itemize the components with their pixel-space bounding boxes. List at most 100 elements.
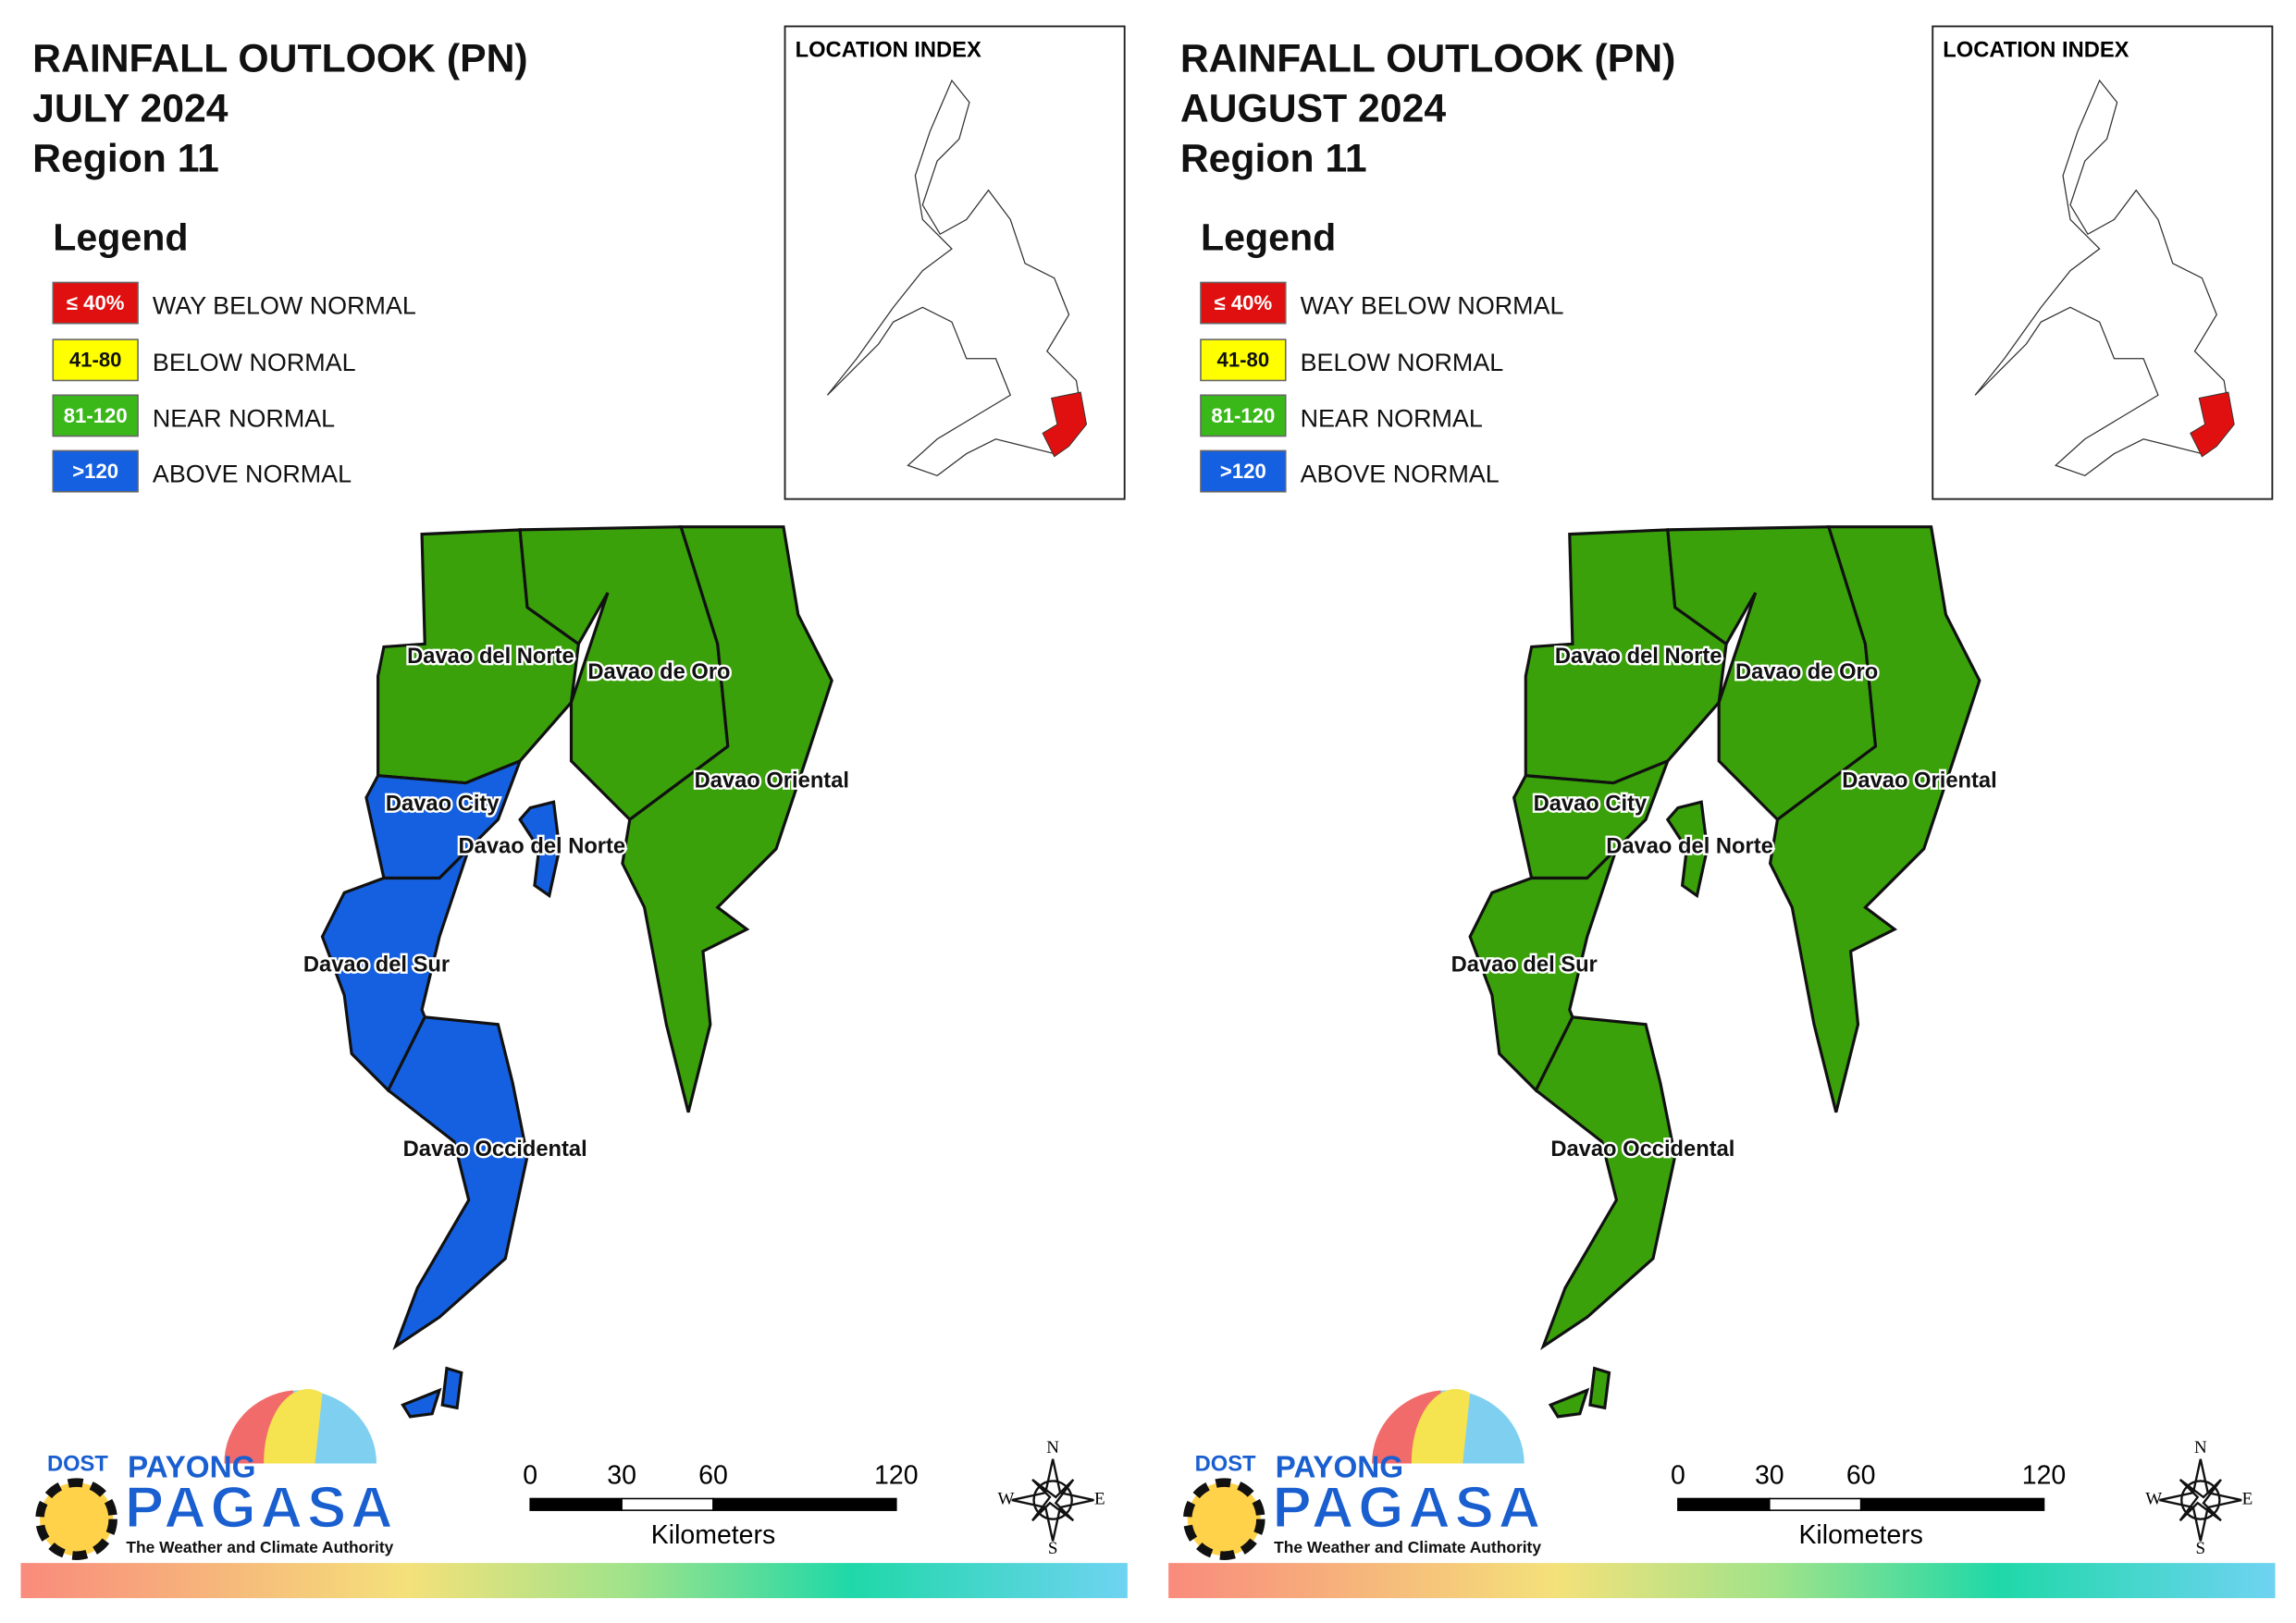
panel: RAINFALL OUTLOOK (PN) AUGUST 2024 Region 1… (1168, 25, 2276, 1599)
region (1768, 525, 1981, 1113)
compass-rose (1011, 1458, 1094, 1542)
region-label: Davao de Oro (587, 660, 730, 684)
legend-label: BELOW NORMAL (153, 349, 356, 376)
legend-key: 81-120 (1211, 404, 1275, 427)
scale-segment (529, 1497, 623, 1511)
title-line: RAINFALL OUTLOOK (PN) (32, 37, 528, 81)
scale-tick-label: 60 (698, 1460, 728, 1490)
region-label: Davao del Sur (1451, 953, 1598, 977)
logo-seal (1182, 1478, 1265, 1560)
scale-tick-label: 120 (2022, 1460, 2067, 1490)
legend-swatch (1200, 394, 1287, 437)
region-label: Davao del Norte (1555, 645, 1722, 669)
footer-band (20, 1563, 1128, 1599)
inset-title: LOCATION INDEX (796, 39, 981, 63)
legend-key: 41-80 (1217, 349, 1270, 372)
legend-key: ≤ 40% (1215, 291, 1273, 314)
scale-tick-label: 0 (523, 1460, 537, 1490)
legend-key: 41-80 (69, 349, 122, 372)
title-line: AUGUST 2024 (1180, 87, 1447, 131)
scale-tick-label: 30 (607, 1460, 636, 1490)
logo-umbrella-mid (1411, 1389, 1471, 1464)
compass-letter: E (1094, 1489, 1105, 1508)
region (1665, 800, 1710, 899)
title-line: RAINFALL OUTLOOK (PN) (1180, 37, 1676, 81)
scale-unit: Kilometers (651, 1520, 775, 1550)
compass-rose (2159, 1458, 2242, 1542)
inset-map (826, 79, 1085, 477)
legend-swatch (52, 449, 139, 493)
logo-pagasa: PAGASA (1273, 1475, 1546, 1540)
legend-key: >120 (1220, 460, 1266, 483)
legend-swatch (1200, 449, 1287, 493)
panel: RAINFALL OUTLOOK (PN) JULY 2024 Region 11 L… (20, 25, 1128, 1599)
title-line: Region 11 (1180, 136, 1367, 180)
legend-swatch (52, 281, 139, 325)
scale-tick-label: 60 (1846, 1460, 1876, 1490)
region (621, 525, 833, 1113)
region-label: Davao del Norte (459, 835, 626, 859)
compass-letter: S (2196, 1539, 2206, 1558)
scale-unit: Kilometers (1798, 1520, 1922, 1550)
compass-letter: W (998, 1489, 1015, 1508)
inset-highlight (1042, 391, 1088, 458)
scale-tick-label: 120 (874, 1460, 919, 1490)
compass-letter: N (1046, 1438, 1059, 1457)
title-line: Region 11 (32, 136, 219, 180)
inset-highlight (2190, 391, 2235, 458)
inset-map (1974, 79, 2232, 477)
logo-seal (35, 1478, 117, 1560)
region-label: Davao City (1534, 793, 1648, 817)
legend-title: Legend (53, 215, 188, 258)
region-label: Davao del Norte (1606, 835, 1773, 859)
logo-tagline: The Weather and Climate Authority (126, 1538, 393, 1556)
region-label: Davao Oriental (1842, 768, 1996, 793)
scale-segment (621, 1497, 714, 1511)
region-label: Davao de Oro (1735, 660, 1878, 684)
legend-label: BELOW NORMAL (1301, 349, 1504, 376)
title-line: JULY 2024 (32, 87, 228, 131)
legend-swatch (1200, 281, 1287, 325)
footer-band (1168, 1563, 2276, 1599)
legend-swatch (52, 338, 139, 382)
logo-payong: PAYONG (128, 1451, 255, 1485)
legend-key: >120 (72, 460, 118, 483)
legend-label: WAY BELOW NORMAL (153, 291, 416, 319)
logo-tagline: The Weather and Climate Authority (1274, 1538, 1541, 1556)
region (1534, 1015, 1677, 1419)
compass-letter: E (2242, 1489, 2253, 1508)
compass-letter: N (2194, 1438, 2207, 1457)
legend-label: NEAR NORMAL (1301, 404, 1483, 432)
legend-swatch (52, 394, 139, 437)
compass-ring (2180, 1480, 2221, 1520)
legend-label: ABOVE NORMAL (1301, 460, 1500, 487)
scale-segment (1859, 1497, 2045, 1511)
legend-label: NEAR NORMAL (153, 404, 335, 432)
region-label: Davao Occidental (403, 1137, 587, 1162)
region (386, 1015, 529, 1419)
inset-title: LOCATION INDEX (1943, 39, 2129, 63)
legend-label: WAY BELOW NORMAL (1301, 291, 1564, 319)
compass-letter: S (1048, 1539, 1058, 1558)
compass-ring (1032, 1480, 1073, 1520)
scale-tick-label: 30 (1755, 1460, 1784, 1490)
region (518, 800, 562, 899)
scale-segment (712, 1497, 897, 1511)
legend-title: Legend (1201, 215, 1336, 258)
logo-pagasa: PAGASA (125, 1475, 398, 1540)
region-label: Davao Occidental (1550, 1137, 1734, 1162)
region-label: Davao Oriental (695, 768, 849, 793)
logo-dost: DOST (1195, 1452, 1256, 1476)
logo-umbrella-mid (264, 1389, 323, 1464)
legend-key: 81-120 (64, 404, 128, 427)
scale-segment (1677, 1497, 1771, 1511)
logo-payong: PAYONG (1276, 1451, 1403, 1485)
legend-label: ABOVE NORMAL (153, 460, 352, 487)
region-label: Davao del Norte (407, 645, 574, 669)
logo-dost: DOST (47, 1452, 108, 1476)
region-label: Davao del Sur (303, 953, 450, 977)
scale-tick-label: 0 (1671, 1460, 1685, 1490)
compass-letter: W (2145, 1489, 2162, 1508)
legend-swatch (1200, 338, 1287, 382)
